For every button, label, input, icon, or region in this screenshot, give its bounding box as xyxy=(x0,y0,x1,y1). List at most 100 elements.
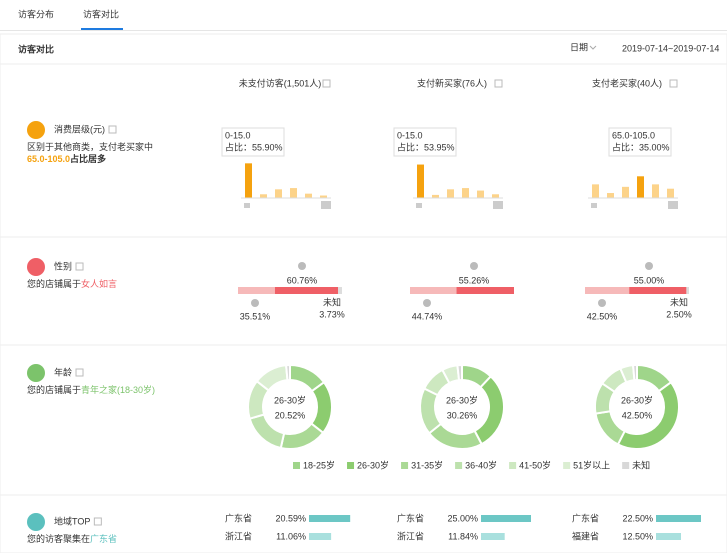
legend-swatch xyxy=(455,462,462,469)
donut-center-label: 26-30岁 xyxy=(446,394,478,405)
legend-label: 未知 xyxy=(632,459,650,470)
section-icon xyxy=(27,121,45,139)
legend-label: 36-40岁 xyxy=(465,459,497,470)
male-icon xyxy=(598,299,606,307)
tooltip-ratio: 占比：35.00% xyxy=(612,141,670,152)
bar xyxy=(667,189,674,198)
region-bar xyxy=(656,533,681,540)
tooltip-range: 0-15.0 xyxy=(397,130,423,140)
gender-bar xyxy=(629,287,686,294)
gender-bar xyxy=(275,287,338,294)
desc-part: 广东省 xyxy=(90,533,117,544)
legend-swatch xyxy=(347,462,354,469)
tab[interactable]: 访客对比 xyxy=(83,8,119,19)
legend-label: 41-50岁 xyxy=(519,459,551,470)
donut-center-label: 26-30岁 xyxy=(621,394,653,405)
province-value: 12.50% xyxy=(622,531,653,541)
gender-bar xyxy=(238,287,275,294)
donut-segment xyxy=(633,365,637,380)
unknown-label: 未知 xyxy=(670,296,688,307)
province: 广东省 xyxy=(225,512,252,523)
axis-icon xyxy=(416,203,422,208)
bar xyxy=(637,176,644,198)
section-desc: 您的店铺属于女人如言 xyxy=(27,278,117,289)
donut-segment xyxy=(286,365,290,380)
section-desc: 您的访客聚集在广东省 xyxy=(27,533,117,544)
axis-icon xyxy=(591,203,597,208)
legend-label: 18-25岁 xyxy=(303,459,335,470)
desc-part: 青年之家(18-30岁) xyxy=(81,384,155,395)
axis-icon xyxy=(244,203,250,208)
section-title: 年龄 xyxy=(54,366,72,377)
gender-bar xyxy=(410,287,457,294)
region-bar xyxy=(656,515,701,522)
region-bar xyxy=(309,515,350,522)
tab[interactable]: 访客分布 xyxy=(18,8,54,19)
gender-bar xyxy=(338,287,342,294)
bar xyxy=(607,193,614,198)
region-bar xyxy=(309,533,331,540)
tab-underline xyxy=(81,28,123,30)
axis-icon xyxy=(321,201,331,209)
female-icon xyxy=(298,262,306,270)
bar xyxy=(462,188,469,198)
section-title: 消费层级(元) xyxy=(54,123,105,134)
desc-part: 您的店铺属于 xyxy=(27,278,81,289)
female-value: 60.76% xyxy=(287,275,318,285)
male-value: 42.50% xyxy=(587,311,618,321)
province-value: 11.84% xyxy=(448,531,478,541)
section-desc: 您的店铺属于青年之家(18-30岁) xyxy=(27,384,155,395)
axis-icon xyxy=(493,201,503,209)
legend-swatch xyxy=(509,462,516,469)
tooltip-range: 0-15.0 xyxy=(225,130,251,140)
tooltip-ratio: 占比：55.90% xyxy=(225,141,283,152)
donut-center-value: 30.26% xyxy=(447,410,478,420)
province-value: 22.50% xyxy=(622,513,653,523)
bar xyxy=(592,184,599,198)
column-header: 支付新买家(76人) xyxy=(417,77,487,88)
female-icon xyxy=(645,262,653,270)
legend-swatch xyxy=(563,462,570,469)
legend-label: 26-30岁 xyxy=(357,459,389,470)
desc-part: 区别于其他商类，支付老买家中 xyxy=(27,141,153,152)
region-bar xyxy=(481,533,505,540)
desc-part: 65.0-105.0 xyxy=(27,154,70,164)
bar xyxy=(652,184,659,198)
bar xyxy=(477,191,484,198)
bar xyxy=(622,187,629,198)
gender-bar xyxy=(585,287,629,294)
legend-swatch xyxy=(401,462,408,469)
donut-segment xyxy=(457,365,462,380)
period-label[interactable]: 日期 xyxy=(570,42,588,52)
gender-bar xyxy=(686,287,689,294)
male-value: 44.74% xyxy=(412,311,443,321)
female-value: 55.00% xyxy=(634,275,665,285)
column-header: 未支付访客(1,501人) xyxy=(239,77,322,88)
province: 福建省 xyxy=(572,530,599,541)
section-title: 地域TOP xyxy=(54,515,90,526)
date-range: 2019-07-14~2019-07-14 xyxy=(622,43,719,53)
donut-center-value: 42.50% xyxy=(622,410,653,420)
tooltip-range: 65.0-105.0 xyxy=(612,130,655,140)
province-value: 11.06% xyxy=(276,531,306,541)
province-value: 20.59% xyxy=(275,513,306,523)
bar xyxy=(245,163,252,198)
province: 广东省 xyxy=(572,512,599,523)
bar xyxy=(417,165,424,198)
column-header: 支付老买家(40人) xyxy=(592,77,662,88)
tooltip-ratio: 占比：53.95% xyxy=(397,141,455,152)
section-icon xyxy=(27,513,45,531)
legend-label: 31-35岁 xyxy=(411,459,443,470)
unknown-value: 3.73% xyxy=(319,309,345,319)
desc-part: 您的访客聚集在 xyxy=(27,533,90,544)
unknown-value: 2.50% xyxy=(666,309,692,319)
legend-swatch xyxy=(293,462,300,469)
axis-icon xyxy=(668,201,678,209)
section-icon xyxy=(27,364,45,382)
province: 浙江省 xyxy=(397,530,424,541)
bar xyxy=(260,194,267,198)
male-icon xyxy=(251,299,259,307)
unknown-label: 未知 xyxy=(323,296,341,307)
bar xyxy=(275,189,282,198)
